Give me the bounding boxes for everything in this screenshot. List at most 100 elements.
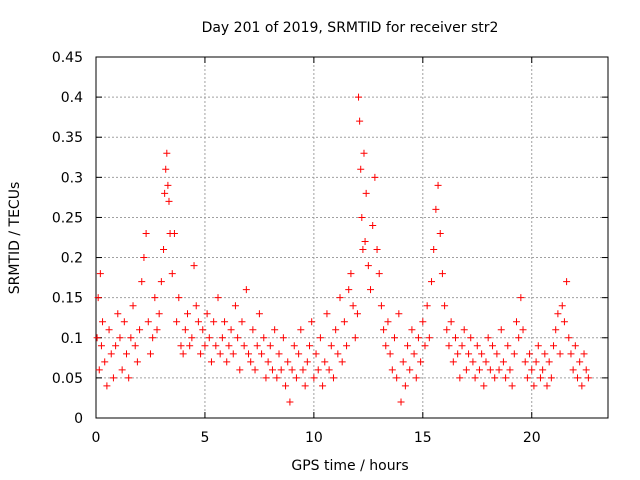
data-point	[146, 350, 154, 358]
data-point	[297, 326, 305, 334]
data-point	[205, 334, 213, 342]
data-point	[120, 318, 128, 326]
data-point	[489, 342, 497, 350]
data-point	[97, 342, 105, 350]
data-point	[168, 270, 176, 278]
data-point	[417, 358, 425, 366]
data-point	[201, 342, 209, 350]
data-point	[414, 334, 422, 342]
data-point	[149, 334, 157, 342]
data-point	[192, 302, 200, 310]
data-point	[229, 350, 237, 358]
data-point	[473, 342, 481, 350]
data-point	[319, 382, 327, 390]
data-point	[292, 374, 300, 382]
data-point	[212, 342, 220, 350]
data-point	[526, 350, 534, 358]
data-point	[118, 366, 126, 374]
data-point	[277, 366, 285, 374]
data-point	[155, 310, 163, 318]
data-point	[530, 382, 538, 390]
data-point	[93, 334, 101, 342]
data-point	[207, 358, 215, 366]
data-point	[144, 318, 152, 326]
data-point	[282, 382, 290, 390]
data-point	[449, 358, 457, 366]
data-point	[255, 310, 263, 318]
data-point	[508, 382, 516, 390]
data-point	[521, 358, 529, 366]
data-point	[321, 358, 329, 366]
data-point	[123, 350, 131, 358]
data-point	[395, 310, 403, 318]
data-point	[173, 318, 181, 326]
data-point	[136, 326, 144, 334]
data-point	[571, 342, 579, 350]
data-point	[163, 149, 171, 157]
data-point	[388, 366, 396, 374]
data-point	[203, 310, 211, 318]
y-axis-label: SRMTID / TECUs	[7, 182, 23, 295]
data-point	[432, 205, 440, 213]
data-point	[362, 189, 370, 197]
data-point	[125, 374, 133, 382]
data-point	[316, 334, 324, 342]
data-point	[312, 350, 320, 358]
data-point	[430, 246, 438, 254]
data-point	[358, 213, 366, 221]
data-point	[460, 326, 468, 334]
data-point	[573, 374, 581, 382]
data-point	[107, 350, 115, 358]
data-point	[109, 374, 117, 382]
x-axis-label: GPS time / hours	[291, 458, 408, 474]
data-point	[510, 350, 518, 358]
data-point	[306, 342, 314, 350]
data-point	[360, 149, 368, 157]
data-point	[140, 254, 148, 262]
data-point	[99, 318, 107, 326]
x-tick-label: 15	[414, 430, 432, 446]
data-point	[445, 342, 453, 350]
data-point	[486, 366, 494, 374]
data-point	[502, 374, 510, 382]
data-point	[353, 310, 361, 318]
data-point	[399, 358, 407, 366]
data-point	[465, 350, 473, 358]
data-point	[181, 326, 189, 334]
data-point	[539, 366, 547, 374]
data-point	[401, 382, 409, 390]
data-point	[153, 326, 161, 334]
data-point	[251, 366, 259, 374]
data-point	[284, 358, 292, 366]
data-point	[253, 342, 261, 350]
data-point	[301, 382, 309, 390]
data-point	[495, 366, 503, 374]
data-point	[175, 294, 183, 302]
data-point	[543, 382, 551, 390]
data-point	[578, 382, 586, 390]
x-tick-label: 10	[305, 430, 323, 446]
grid	[95, 56, 608, 419]
data-point	[569, 366, 577, 374]
data-point	[355, 93, 363, 101]
data-point	[214, 294, 222, 302]
data-point	[177, 342, 185, 350]
data-points	[94, 94, 592, 406]
data-point	[471, 374, 479, 382]
y-tick-label: 0.2	[61, 251, 83, 267]
plot-frame	[95, 56, 609, 419]
data-point	[364, 262, 372, 270]
data-point	[323, 310, 331, 318]
x-tick-label: 0	[92, 430, 101, 446]
data-point	[184, 310, 192, 318]
data-point	[576, 358, 584, 366]
data-point	[161, 189, 169, 197]
data-point	[351, 334, 359, 342]
data-point	[249, 326, 257, 334]
data-point	[112, 342, 120, 350]
data-point	[584, 374, 592, 382]
y-tick-label: 0.05	[52, 371, 83, 387]
y-tick-label: 0	[74, 411, 83, 427]
data-point	[451, 334, 459, 342]
